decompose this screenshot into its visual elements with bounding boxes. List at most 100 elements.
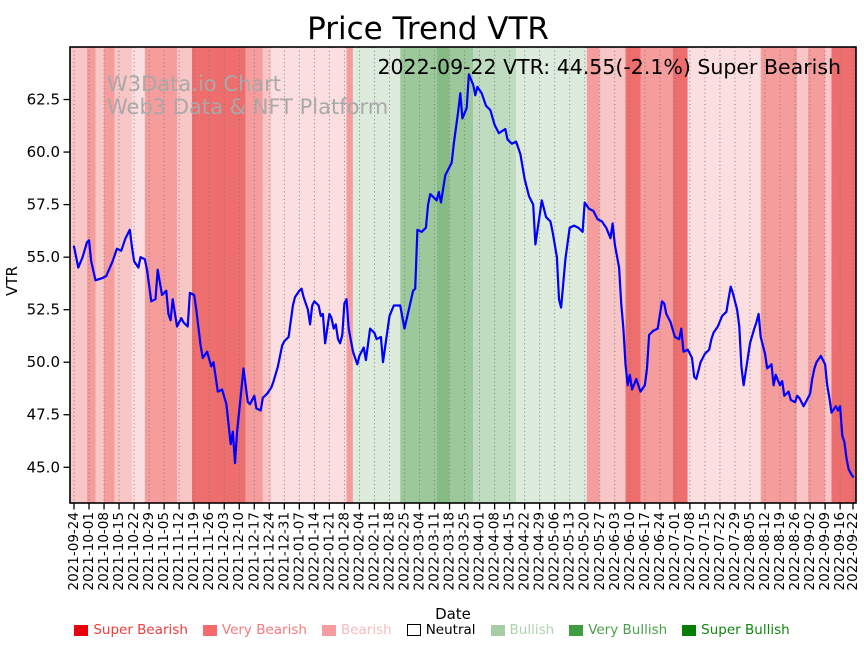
x-tick-label: 2022-09-16 — [832, 512, 848, 590]
x-tick-label: 2021-11-19 — [186, 512, 202, 590]
legend-item-bullish: Bullish — [490, 622, 555, 638]
legend-label-very-bearish: Very Bearish — [221, 622, 307, 638]
x-tick-label: 2021-10-08 — [96, 512, 112, 590]
x-tick-label: 2022-04-01 — [472, 512, 488, 590]
x-tick-label: 2022-08-26 — [787, 512, 803, 590]
x-tick-label: 2021-12-31 — [276, 512, 292, 590]
x-tick-label: 2022-03-18 — [442, 512, 458, 590]
x-tick-label: 2022-03-25 — [457, 512, 473, 590]
legend-label-bullish: Bullish — [509, 622, 555, 638]
sentiment-band-bearish — [797, 47, 808, 503]
legend-label-very-bullish: Very Bullish — [588, 622, 668, 638]
x-tick-label: 2022-04-15 — [502, 512, 518, 590]
legend-item-bearish: Bearish — [321, 622, 392, 638]
watermark-line2: Web3 Data & NFT Platform — [107, 95, 388, 119]
x-tick-label: 2022-05-27 — [592, 512, 608, 590]
x-tick-label: 2022-07-15 — [697, 512, 713, 590]
x-tick-label: 2021-10-29 — [141, 512, 157, 590]
x-tick-label: 2022-09-09 — [817, 512, 833, 590]
legend-item-super-bearish: Super Bearish — [74, 622, 188, 638]
sentiment-band-bearish — [95, 47, 105, 503]
x-tick-label: 2022-08-12 — [757, 512, 773, 590]
y-tick-label: 55.0 — [27, 248, 60, 266]
legend-swatch-neutral — [406, 624, 421, 636]
legend-label-neutral: Neutral — [425, 622, 476, 638]
sentiment-band-very_bearish — [104, 47, 115, 503]
x-tick-label: 2022-02-11 — [366, 512, 382, 590]
sentiment-band-very_bullish — [449, 47, 474, 503]
x-tick-label: 2022-02-04 — [351, 512, 367, 590]
x-tick-label: 2022-04-22 — [517, 512, 533, 590]
legend-label-super-bullish: Super Bullish — [701, 622, 790, 638]
axis-ticks-layer: 2021-09-24 2021-10-01 2021-10-08 2021-10-15… — [27, 91, 861, 591]
legend-swatch-super-bearish — [74, 624, 89, 636]
x-tick-label: 2022-05-06 — [547, 512, 563, 590]
latest-value-annotation: 2022-09-22 VTR: 44.55(-2.1%) Super Beari… — [377, 55, 841, 79]
x-tick-label: 2021-10-01 — [81, 512, 97, 590]
x-tick-label: 2022-03-11 — [427, 512, 443, 590]
x-tick-label: 2022-01-28 — [336, 512, 352, 590]
sentiment-band-bearish — [70, 47, 87, 503]
x-tick-label: 2022-01-07 — [291, 512, 307, 590]
sentiment-band-very_bearish — [640, 47, 673, 503]
sentiment-band-bearish — [177, 47, 192, 503]
x-tick-label: 2022-07-08 — [682, 512, 698, 590]
x-tick-label: 2022-03-04 — [412, 512, 428, 590]
x-tick-label: 2021-12-10 — [231, 512, 247, 590]
y-axis-label: VTR — [3, 266, 21, 296]
legend-swatch-very-bullish — [569, 624, 584, 636]
legend-label-super-bearish: Super Bearish — [93, 622, 188, 638]
watermark-line1: W3Data.io Chart — [107, 72, 281, 96]
x-tick-label: 2022-08-05 — [742, 512, 758, 590]
x-axis-label: Date — [435, 605, 471, 623]
series-layer — [72, 73, 855, 478]
x-tick-label: 2022-02-25 — [396, 512, 412, 590]
sentiment-band-bearish — [599, 47, 626, 503]
x-tick-label: 2022-06-24 — [652, 512, 668, 590]
plot-frame — [69, 46, 857, 504]
y-tick-label: 47.5 — [27, 406, 60, 424]
x-tick-label: 2022-04-29 — [532, 512, 548, 590]
x-tick-label: 2022-07-29 — [727, 512, 743, 590]
x-tick-label: 2021-11-05 — [156, 512, 172, 590]
sentiment-band-bullish_light — [516, 47, 587, 503]
legend-item-super-bullish: Super Bullish — [682, 622, 790, 638]
y-tick-label: 62.5 — [27, 91, 60, 109]
x-tick-label: 2022-06-10 — [622, 512, 638, 590]
legend-swatch-very-bearish — [202, 624, 217, 636]
sentiment-band-bearish — [825, 47, 832, 503]
x-tick-label: 2022-09-02 — [802, 512, 818, 590]
sentiment-band-bearish — [262, 47, 272, 503]
y-tick-label: 57.5 — [27, 196, 60, 214]
sentiment-band-very_bearish — [346, 47, 353, 503]
sentiment-band-super_bearish — [831, 47, 856, 503]
plot-border — [69, 46, 857, 504]
chart-title: Price Trend VTR — [307, 11, 549, 47]
y-tick-label: 45.0 — [27, 458, 60, 476]
gridlines-layer — [73, 47, 854, 503]
sentiment-band-super_bearish — [672, 47, 688, 503]
legend-swatch-super-bullish — [682, 624, 697, 636]
x-tick-label: 2022-05-13 — [562, 512, 578, 590]
legend-item-very-bullish: Very Bullish — [569, 622, 667, 638]
y-tick-label: 52.5 — [27, 301, 60, 319]
y-tick-label: 60.0 — [27, 143, 60, 161]
x-tick-label: 2022-08-19 — [772, 512, 788, 590]
x-tick-label: 2022-07-01 — [667, 512, 683, 590]
x-tick-label: 2021-11-26 — [201, 512, 217, 590]
x-tick-label: 2022-09-22 — [845, 512, 861, 590]
x-tick-label: 2021-09-24 — [66, 512, 82, 590]
sentiment-band-very_bearish — [760, 47, 798, 503]
sentiment-band-super_bullish — [436, 47, 450, 503]
x-tick-label: 2022-06-03 — [607, 512, 623, 590]
legend-swatch-bullish — [490, 624, 505, 636]
sentiment-band-very_bearish — [144, 47, 177, 503]
x-tick-label: 2021-10-22 — [126, 512, 142, 590]
x-tick-label: 2021-12-03 — [216, 512, 232, 590]
legend-label-bearish: Bearish — [340, 622, 392, 638]
x-tick-label: 2021-10-15 — [111, 512, 127, 590]
y-tick-label: 50.0 — [27, 353, 60, 371]
legend-item-neutral: Neutral — [406, 622, 476, 638]
